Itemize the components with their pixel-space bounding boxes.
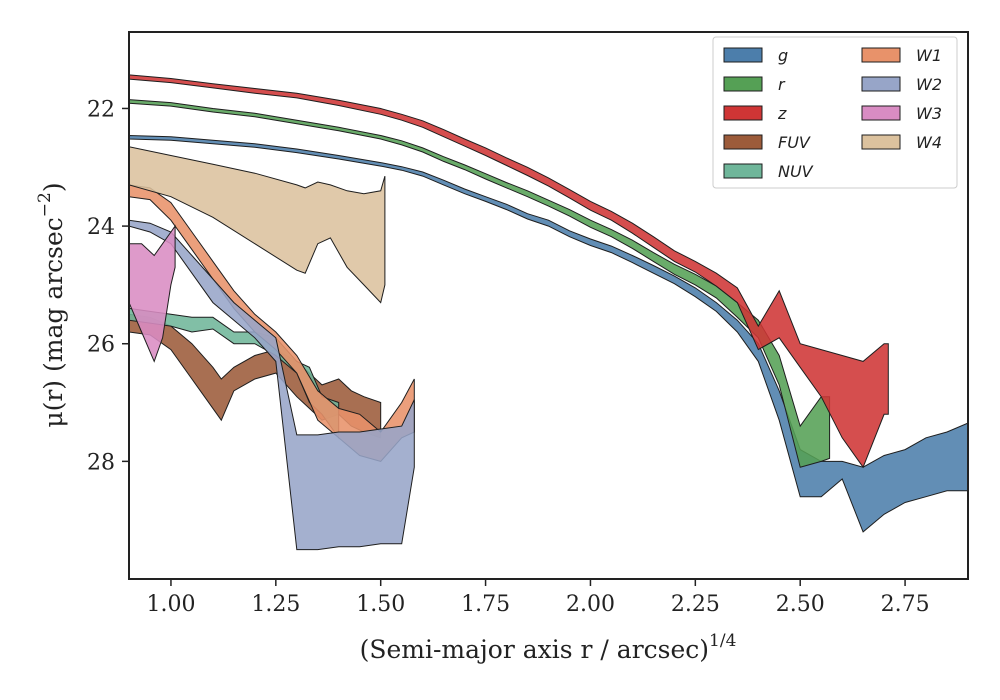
legend-swatch-w1 bbox=[861, 47, 901, 63]
x-axis-ticks: 1.00 1.25 1.50 1.75 2.00 2.25 2.50 2.75 bbox=[146, 579, 930, 617]
legend: grz FUV NUV W1 W2 W3 W4 bbox=[712, 36, 958, 189]
legend-box bbox=[712, 36, 958, 189]
legend-label-w4: W4 bbox=[916, 133, 942, 152]
legend-label-r: r bbox=[778, 75, 786, 94]
legend-swatch-z bbox=[723, 105, 763, 121]
legend-swatch-r bbox=[723, 76, 763, 92]
x-tick-label: 2.25 bbox=[671, 592, 720, 617]
y-axis-label: μ(r) (mag arcsec−2) bbox=[35, 182, 68, 427]
legend-label-z: z bbox=[777, 104, 787, 123]
y-tick-label: 22 bbox=[87, 97, 115, 122]
x-tick-label: 2.00 bbox=[566, 592, 615, 617]
legend-label-w3: W3 bbox=[916, 104, 942, 123]
legend-swatch-w3 bbox=[861, 105, 901, 121]
area-z bbox=[129, 74, 889, 469]
area-g bbox=[129, 134, 968, 533]
area-w4 bbox=[129, 146, 386, 304]
x-tick-label: 1.00 bbox=[146, 592, 195, 617]
y-tick-label: 26 bbox=[87, 333, 115, 358]
legend-label-w1: W1 bbox=[916, 46, 942, 65]
legend-label-g: g bbox=[778, 46, 788, 65]
area-series-group bbox=[129, 74, 968, 551]
legend-swatch-w4 bbox=[861, 134, 901, 150]
x-tick-label: 2.75 bbox=[881, 592, 930, 617]
area-r bbox=[129, 99, 831, 468]
legend-swatch-nuv bbox=[723, 163, 763, 179]
x-axis-label: (Semi-major axis r / arcsec)1/4 bbox=[360, 631, 737, 664]
y-tick-label: 28 bbox=[87, 450, 115, 475]
x-tick-label: 1.50 bbox=[356, 592, 405, 617]
plot-frame bbox=[128, 31, 969, 580]
legend-label-w2: W2 bbox=[916, 75, 942, 94]
y-tick-label: 24 bbox=[87, 215, 115, 240]
legend-swatch-fuv bbox=[723, 134, 763, 150]
x-tick-label: 1.25 bbox=[251, 592, 300, 617]
area-w3 bbox=[129, 224, 176, 363]
x-tick-label: 2.50 bbox=[776, 592, 825, 617]
legend-label-nuv: NUV bbox=[778, 162, 814, 181]
legend-label-fuv: FUV bbox=[778, 133, 811, 152]
x-tick-label: 1.75 bbox=[461, 592, 510, 617]
area-w2 bbox=[129, 219, 415, 551]
y-axis-ticks: 22 24 26 28 bbox=[87, 97, 129, 475]
legend-swatch-g bbox=[723, 47, 763, 63]
legend-swatch-w2 bbox=[861, 76, 901, 92]
